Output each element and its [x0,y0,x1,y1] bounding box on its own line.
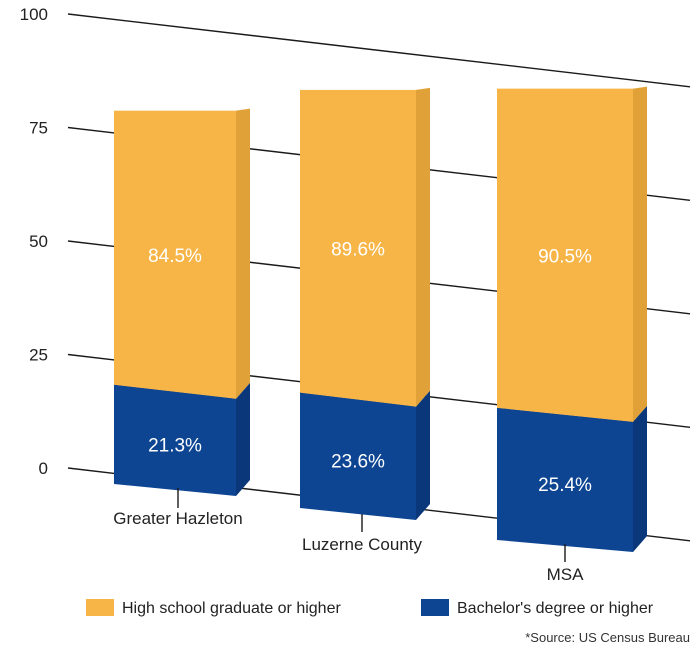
category-label: Greater Hazleton [113,509,242,528]
bar-high-school [300,89,416,407]
bar-bachelors [114,384,236,496]
gridline [67,13,691,88]
bar-side-bachelors [236,382,250,496]
y-tick-label: 50 [29,232,48,251]
category-label: Luzerne County [302,535,423,554]
category-label: MSA [547,565,585,584]
bar-bachelors-edge [497,407,633,422]
legend-label-high-school: High school graduate or higher [122,600,341,617]
bar-group: 84.5% 21.3% [114,108,250,496]
y-axis-ticks: 0 25 50 75 100 [20,5,48,478]
bar-group: 89.6% 23.6% [300,87,430,520]
y-tick-label: 100 [20,5,48,24]
value-label-bachelors: 21.3% [148,435,202,456]
value-label-high-school: 89.6% [331,239,385,260]
bar-bachelors [497,407,633,552]
bar-side-bachelors [633,405,647,552]
bar-side-high-school [236,108,250,399]
value-label-bachelors: 23.6% [331,451,385,472]
y-tick-label: 0 [39,459,48,478]
legend-label-bachelors: Bachelor's degree or higher [457,600,654,617]
bar-side-bachelors [416,390,430,520]
source-note: *Source: US Census Bureau [525,630,690,645]
legend-swatch-bachelors [421,599,449,616]
bar-group: 90.5% 25.4% [497,86,647,552]
bar-side-high-school [416,87,430,407]
category-labels: Greater Hazleton Luzerne County MSA [113,488,584,584]
value-label-high-school: 84.5% [148,246,202,267]
y-tick-label: 75 [29,119,48,138]
legend-swatch-high-school [86,599,114,616]
bars: 84.5% 21.3% 89.6% 23.6% 90.5% 25.4% [114,86,647,552]
bar-side-high-school [633,86,647,422]
legend: High school graduate or higher Bachelor'… [86,599,654,617]
bar-bachelors-edge [300,392,416,407]
bar-bachelors-edge [114,384,236,399]
value-label-bachelors: 25.4% [538,475,592,496]
bar-bachelors [300,392,416,520]
bar-high-school [497,88,633,422]
bar-high-school [114,110,236,399]
value-label-high-school: 90.5% [538,246,592,267]
y-tick-label: 25 [29,346,48,365]
